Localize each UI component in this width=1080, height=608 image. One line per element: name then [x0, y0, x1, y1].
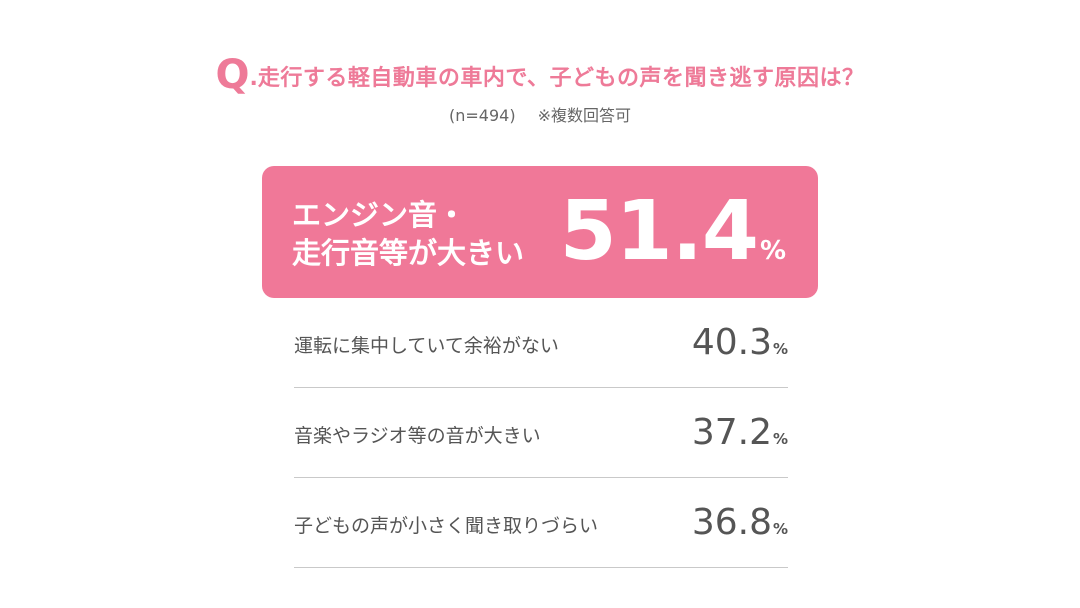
sample-size: (n=494) — [449, 106, 516, 125]
answer-row-pct: % — [772, 430, 788, 448]
answer-row-value: 36.8% — [692, 502, 788, 543]
top-answer-label-line1: エンジン音・ — [292, 198, 467, 232]
answer-rows: 運転に集中していて余裕がない 40.3% 音楽やラジオ等の音が大きい 37.2%… — [294, 298, 788, 568]
top-answer-value: 51.4% — [560, 184, 786, 279]
answer-row-number: 40.3 — [691, 322, 772, 363]
top-answer-value-int: 51 — [559, 184, 673, 279]
top-answer-value-dec: .4 — [671, 184, 759, 279]
question-q-mark: Q — [215, 52, 250, 98]
question-title: Q.走行する軽自動車の車内で、子どもの声を聞き逃す原因は？ — [0, 52, 1080, 98]
answer-row-value: 40.3% — [692, 322, 788, 363]
answer-row-label: 運転に集中していて余裕がない — [294, 335, 559, 357]
answer-row-number: 37.2 — [691, 412, 772, 453]
question-text: 走行する軽自動車の車内で、子どもの声を聞き逃す原因は？ — [257, 66, 865, 91]
answer-row: 運転に集中していて余裕がない 40.3% — [294, 298, 788, 388]
top-answer-box: エンジン音・ 走行音等が大きい 51.4% — [262, 166, 818, 298]
top-answer-label-line2: 走行音等が大きい — [292, 236, 525, 270]
answer-row-value: 37.2% — [692, 412, 788, 453]
answer-row-number: 36.8 — [691, 502, 772, 543]
answer-row-label: 子どもの声が小さく聞き取りづらい — [294, 515, 599, 537]
answer-row: 音楽やラジオ等の音が大きい 37.2% — [294, 388, 788, 478]
answer-row-label: 音楽やラジオ等の音が大きい — [294, 425, 541, 447]
sample-note: ※複数回答可 — [537, 106, 631, 125]
question-dot: . — [249, 66, 258, 91]
answer-row-pct: % — [772, 340, 788, 358]
answer-row-pct: % — [772, 520, 788, 538]
top-answer-label: エンジン音・ 走行音等が大きい — [292, 196, 582, 272]
sample-info: (n=494) ※複数回答可 — [0, 102, 1080, 126]
answer-row: 子どもの声が小さく聞き取りづらい 36.8% — [294, 478, 788, 568]
top-answer-pct: % — [759, 236, 786, 266]
